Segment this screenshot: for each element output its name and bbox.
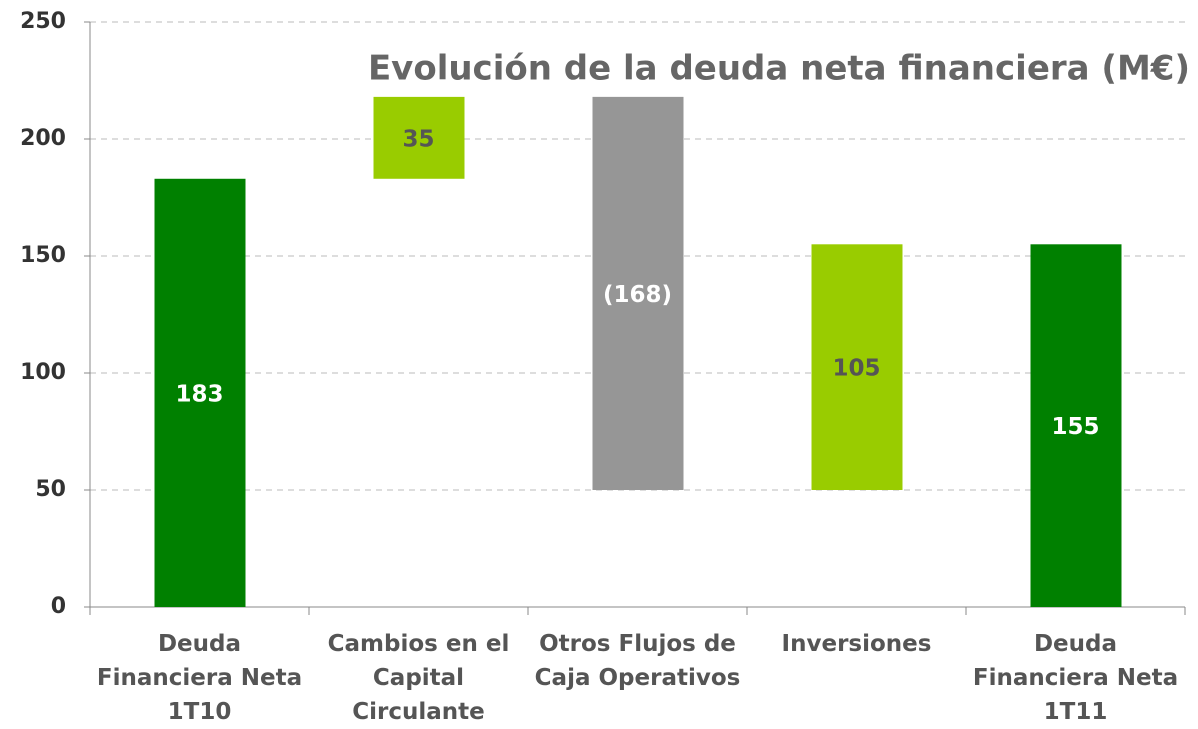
x-tick-label: Otros Flujos de Caja Operativos xyxy=(534,631,741,691)
x-tick-label: Inversiones xyxy=(781,631,932,657)
bar xyxy=(1030,244,1122,608)
x-tick-label: Cambios en el Capital Circulante xyxy=(327,631,510,725)
chart-title: Evolución de la deuda neta financiera (M… xyxy=(368,49,1190,89)
y-tick-label: 0 xyxy=(51,594,66,619)
y-tick-label: 100 xyxy=(20,360,66,385)
y-tick-label: 250 xyxy=(20,9,66,34)
value-label: 105 xyxy=(832,356,880,382)
value-label: (168) xyxy=(603,282,672,308)
y-tick-label: 200 xyxy=(20,126,66,151)
value-label: 183 xyxy=(175,381,223,407)
value-label: 155 xyxy=(1051,414,1099,440)
value-label: 35 xyxy=(402,126,434,152)
bar xyxy=(592,96,684,490)
x-tick-label: Deuda Financiera Neta 1T11 xyxy=(972,631,1179,725)
bar xyxy=(811,244,903,490)
y-tick-label: 50 xyxy=(35,477,66,502)
x-tick-label: Deuda Financiera Neta 1T10 xyxy=(96,631,303,725)
y-tick-label: 150 xyxy=(20,243,66,268)
bar xyxy=(154,178,246,607)
bar xyxy=(373,96,465,179)
